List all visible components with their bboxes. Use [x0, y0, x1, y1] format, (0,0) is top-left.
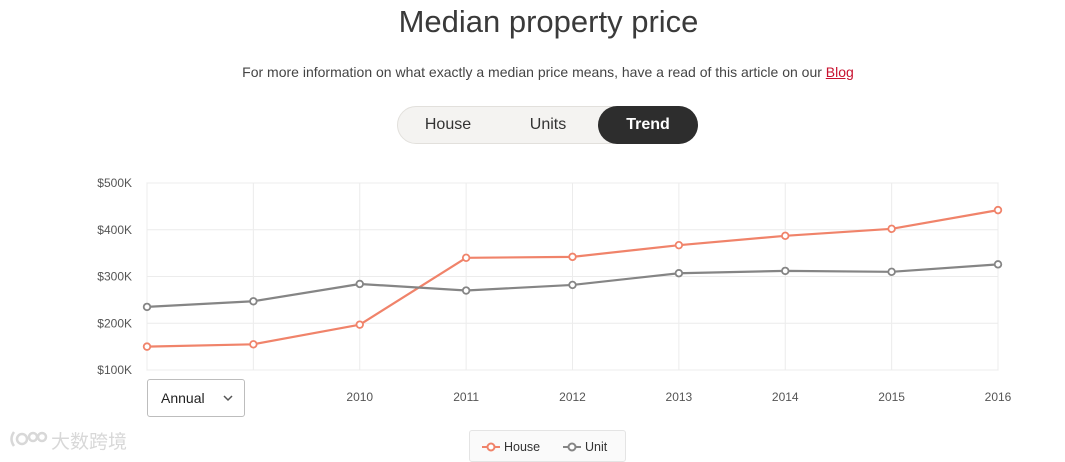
y-tick-label: $500K [97, 176, 132, 190]
unit-data-point [887, 267, 896, 277]
house-data-point [249, 340, 258, 349]
page-title: Median property price [398, 4, 699, 39]
house-data-point [781, 231, 790, 241]
x-tick-label: 2016 [985, 390, 1012, 404]
y-tick-label: $400K [97, 223, 132, 237]
x-tick-label: 2015 [878, 390, 905, 404]
unit-data-point [355, 279, 364, 289]
unit-data-point [674, 269, 684, 278]
unit-legend-marker-icon [563, 442, 581, 452]
house-legend-marker-icon [482, 442, 500, 452]
x-tick-label: 2011 [453, 390, 479, 404]
y-tick-label: $100K [97, 363, 132, 377]
x-tick-label: 2013 [666, 390, 693, 404]
watermark-text: 大数跨境 [51, 431, 128, 453]
unit-data-point [142, 302, 152, 312]
house-data-point [887, 224, 896, 234]
house-data-point [355, 320, 364, 329]
legend-item-house[interactable]: House [482, 440, 552, 456]
x-tick-label: 2014 [772, 390, 799, 404]
house-data-point [142, 342, 152, 351]
watermark-logo-icon [10, 431, 48, 447]
legend-house-label: House [504, 440, 541, 454]
house-toggle-button[interactable]: House [424, 116, 472, 133]
unit-data-point [781, 266, 790, 276]
trend-toggle-button[interactable]: Trend [598, 106, 698, 144]
page-subtitle: For more information on what exactly a m… [0, 64, 1065, 80]
house-data-point [568, 252, 577, 262]
blog-link[interactable]: Blog [825, 64, 854, 80]
period-dropdown[interactable]: Annual [147, 379, 245, 417]
chart-legend: House Unit [469, 430, 626, 462]
house-data-point [461, 253, 471, 262]
period-dropdown-value: Annual [161, 390, 205, 406]
unit-data-point [249, 297, 258, 306]
house-data-point [674, 240, 684, 250]
x-tick-label: 2012 [559, 390, 586, 404]
y-tick-label: $200K [97, 316, 132, 330]
y-tick-label: $300K [97, 270, 132, 284]
unit-data-point [993, 260, 1003, 269]
property-type-toggle: House Units Trend [397, 106, 698, 144]
unit-data-point [461, 286, 471, 295]
house-data-point [993, 205, 1003, 215]
unit-data-point [568, 280, 577, 290]
x-tick-label: 2010 [346, 390, 373, 404]
legend-item-unit[interactable]: Unit [563, 440, 618, 456]
legend-unit-label: Unit [585, 440, 608, 454]
units-toggle-button[interactable]: Units [529, 116, 567, 133]
chevron-down-icon [223, 395, 233, 402]
subtitle-text: For more information on what exactly a m… [242, 64, 826, 80]
